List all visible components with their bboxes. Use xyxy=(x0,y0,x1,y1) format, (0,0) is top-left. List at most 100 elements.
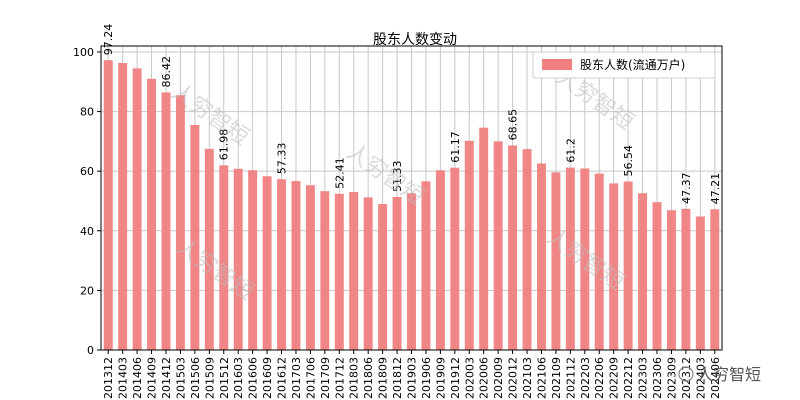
legend-label: 股东人数(流通万户) xyxy=(580,57,685,72)
legend: 股东人数(流通万户) xyxy=(532,51,716,79)
x-tick-label: 202306 xyxy=(651,357,664,399)
bar xyxy=(479,127,489,350)
x-tick-label: 201812 xyxy=(391,357,404,399)
x-tick-label: 202106 xyxy=(535,357,548,399)
bar xyxy=(219,165,229,350)
bar xyxy=(349,192,359,350)
x-tick-label: 201612 xyxy=(276,357,289,399)
data-label: 61.2 xyxy=(564,138,577,163)
x-tick-label: 201403 xyxy=(117,357,130,399)
x-tick-label: 201806 xyxy=(362,357,375,399)
x-tick-label: 202006 xyxy=(478,357,491,399)
x-tick-label: 201809 xyxy=(377,357,390,399)
bar xyxy=(580,168,590,350)
x-tick-label: 201906 xyxy=(420,357,433,399)
x-tick-label: 201706 xyxy=(304,357,317,399)
x-tick-label: 201709 xyxy=(319,357,332,399)
y-tick-label: 100 xyxy=(73,46,94,59)
x-tick-label: 201712 xyxy=(333,357,346,399)
x-tick-label: 202406 xyxy=(709,357,722,399)
data-label: 68.65 xyxy=(507,109,520,141)
x-tick-label: 201803 xyxy=(348,357,361,399)
data-label: 61.17 xyxy=(449,131,462,163)
y-tick-label: 60 xyxy=(80,165,94,178)
bar xyxy=(638,193,648,350)
bar xyxy=(565,167,575,350)
x-tick-label: 202103 xyxy=(521,357,534,399)
x-tick-label: 201912 xyxy=(449,357,462,399)
x-tick-label: 201512 xyxy=(218,357,231,399)
bar xyxy=(594,173,604,350)
bar xyxy=(277,179,287,350)
bar xyxy=(248,170,258,350)
x-tick-label: 201412 xyxy=(160,357,173,399)
bar xyxy=(464,140,474,350)
bar xyxy=(652,202,662,350)
data-label: 61.98 xyxy=(218,129,231,160)
bar xyxy=(233,168,243,350)
x-tick-label: 202212 xyxy=(622,357,635,399)
data-label: 86.42 xyxy=(160,56,173,88)
x-tick-label: 202209 xyxy=(608,357,621,399)
bar xyxy=(320,191,330,350)
x-tick-label: 202112 xyxy=(564,357,577,399)
footer-watermark-text: 人穷智短 xyxy=(697,365,761,384)
bar xyxy=(493,141,503,350)
chart-title: 股东人数变动 xyxy=(373,32,457,48)
x-tick-label: 202109 xyxy=(550,357,563,399)
bar xyxy=(334,193,344,350)
data-label: 51.33 xyxy=(391,161,404,193)
data-label: 47.21 xyxy=(709,173,722,205)
data-label: 57.33 xyxy=(276,143,289,175)
bar xyxy=(551,172,561,350)
x-tick-label: 201903 xyxy=(406,357,419,399)
bar xyxy=(204,148,214,350)
x-tick-label: 201409 xyxy=(146,357,159,399)
data-label: 47.37 xyxy=(680,172,693,204)
x-tick-label: 202403 xyxy=(694,357,707,399)
bar xyxy=(450,167,460,350)
camera-icon xyxy=(678,366,694,382)
bar xyxy=(508,145,518,350)
data-label: 52.41 xyxy=(333,157,346,189)
bar xyxy=(291,181,301,350)
bar xyxy=(681,208,691,350)
bar xyxy=(421,181,431,350)
data-label: 56.54 xyxy=(622,145,635,177)
x-tick-label: 201609 xyxy=(261,357,274,399)
axes-layer: 0 20 40 60 80 100 201312 201403 201406 201409 2014… xyxy=(73,45,723,399)
bar xyxy=(536,163,546,350)
bar xyxy=(118,62,128,351)
bar xyxy=(392,197,402,350)
x-tick-label: 201606 xyxy=(247,357,260,399)
bar xyxy=(190,124,200,350)
x-tick-label: 201909 xyxy=(434,357,447,399)
x-tick-label: 202309 xyxy=(665,357,678,399)
bar xyxy=(305,185,315,350)
y-tick-label: 40 xyxy=(80,225,94,238)
bar xyxy=(363,197,373,350)
footer-watermark: 人穷智短 xyxy=(678,365,761,384)
data-label: 97.24 xyxy=(102,24,115,56)
x-tick-label: 201406 xyxy=(131,357,144,399)
x-tick-label: 202012 xyxy=(507,357,520,399)
bar xyxy=(147,78,157,351)
bar xyxy=(522,149,532,350)
bar xyxy=(623,181,633,350)
x-tick-label: 202203 xyxy=(579,357,592,399)
x-tick-label: 201509 xyxy=(203,357,216,399)
x-tick-label: 202312 xyxy=(680,357,693,399)
x-tick-label: 202206 xyxy=(593,357,606,399)
bar xyxy=(161,92,171,350)
x-tick-label: 201703 xyxy=(290,357,303,399)
y-tick-label: 0 xyxy=(87,344,94,357)
x-tick-label: 201312 xyxy=(102,357,115,399)
bar xyxy=(378,203,388,350)
bar xyxy=(407,193,416,350)
x-tick-label: 202009 xyxy=(492,357,505,399)
bar xyxy=(609,183,619,350)
y-tick-label: 20 xyxy=(80,284,94,297)
y-tick-label: 80 xyxy=(80,106,94,119)
legend-box xyxy=(532,51,716,79)
